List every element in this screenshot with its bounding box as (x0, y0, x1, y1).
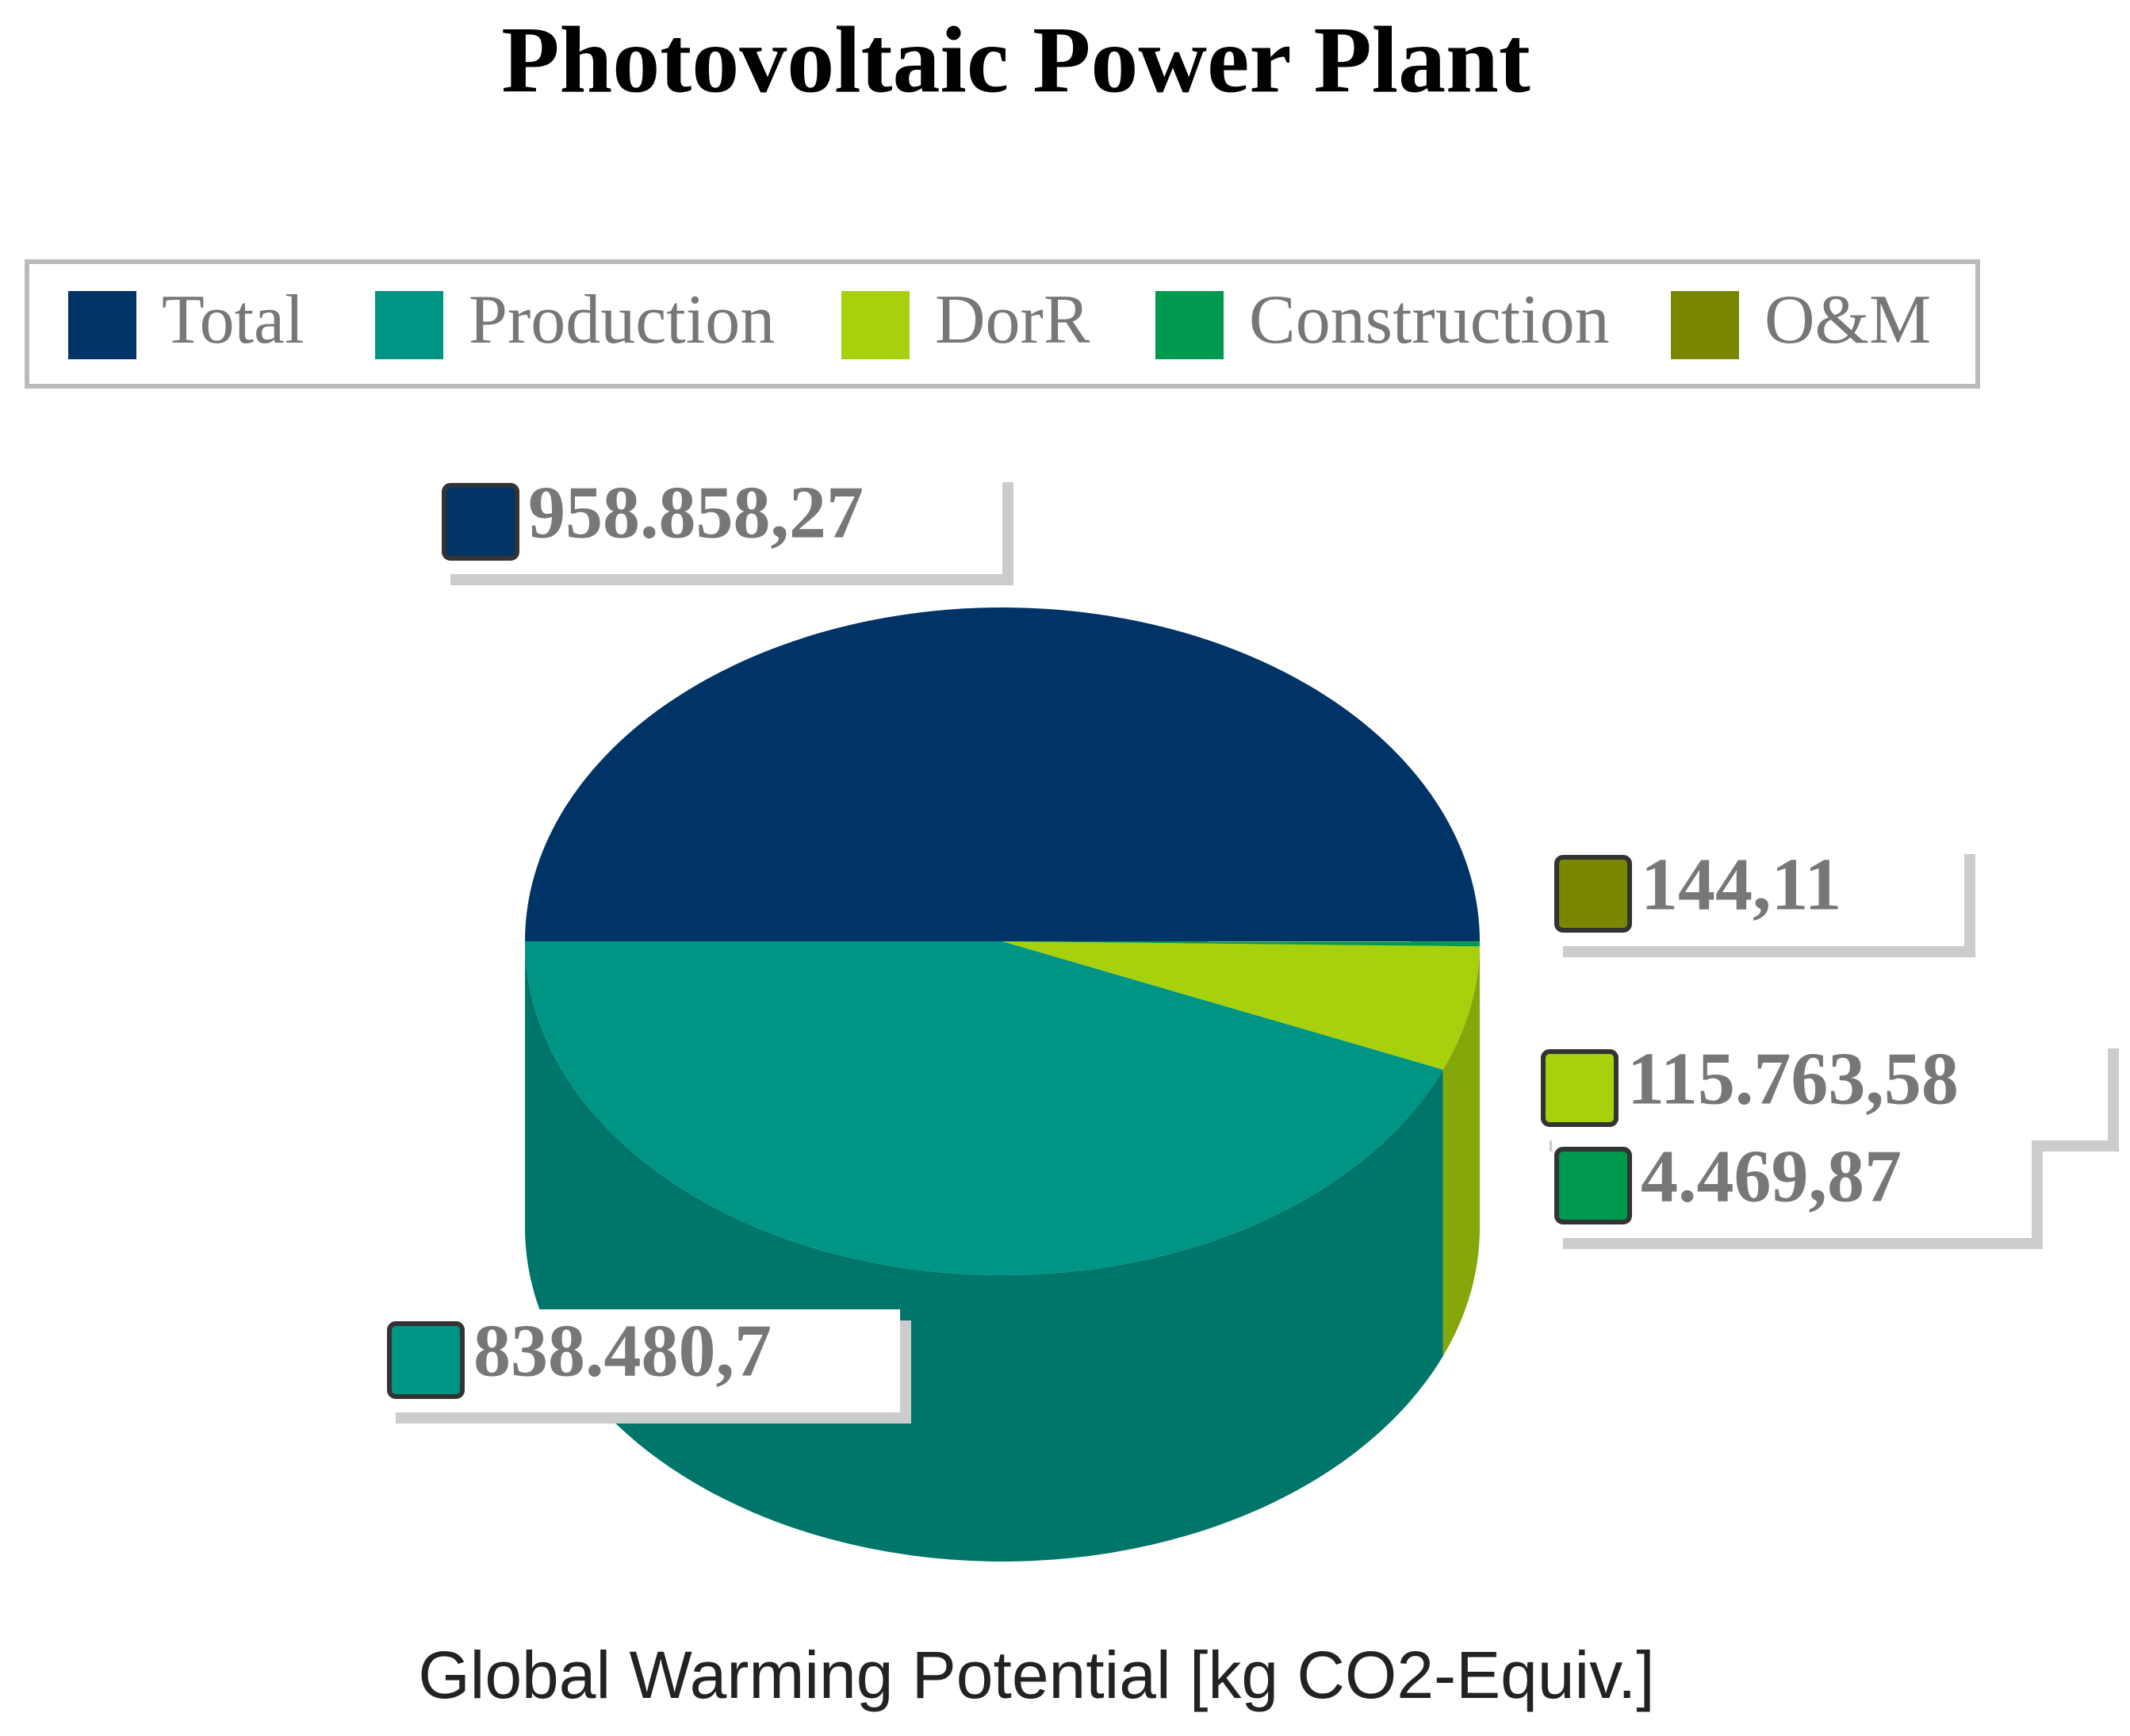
value-label: 958.858,27 (528, 472, 864, 554)
legend-label: Production (469, 282, 775, 358)
value-label-swatch (442, 483, 519, 561)
axis-label: Global Warming Potential [kg CO2-Equiv.] (418, 1638, 1654, 1712)
value-label-swatch (1554, 1147, 1632, 1224)
value-label: 838.480,7 (473, 1310, 772, 1393)
legend-swatch (841, 291, 910, 359)
value-label: 144,11 (1641, 844, 1841, 926)
legend-swatch (1155, 291, 1224, 359)
legend-box (25, 259, 1980, 389)
chart-title: Photovoltaic Power Plant (501, 7, 1530, 113)
legend-swatch (68, 291, 136, 359)
legend-swatch (375, 291, 443, 359)
pie-slice (1002, 941, 1480, 1070)
legend-label: Construction (1249, 282, 1610, 358)
pie-slice (525, 941, 1443, 1275)
legend-label: O&M (1764, 282, 1931, 358)
legend-label: DorR (935, 282, 1090, 358)
pie-slice (1002, 941, 1480, 947)
value-label-box (439, 471, 1002, 574)
value-label-box (1538, 1037, 2108, 1140)
value-label-swatch (1554, 855, 1632, 933)
value-label: 4.469,87 (1641, 1136, 1902, 1218)
value-label: 115.763,58 (1627, 1038, 1959, 1121)
value-label-swatch (387, 1321, 465, 1399)
legend-label: Total (162, 282, 305, 358)
value-label-swatch (1541, 1049, 1619, 1127)
pie-slice (525, 607, 1480, 941)
legend-swatch (1671, 291, 1739, 359)
pie-slice-side (1442, 946, 1480, 1356)
value-label-box (385, 1309, 900, 1412)
